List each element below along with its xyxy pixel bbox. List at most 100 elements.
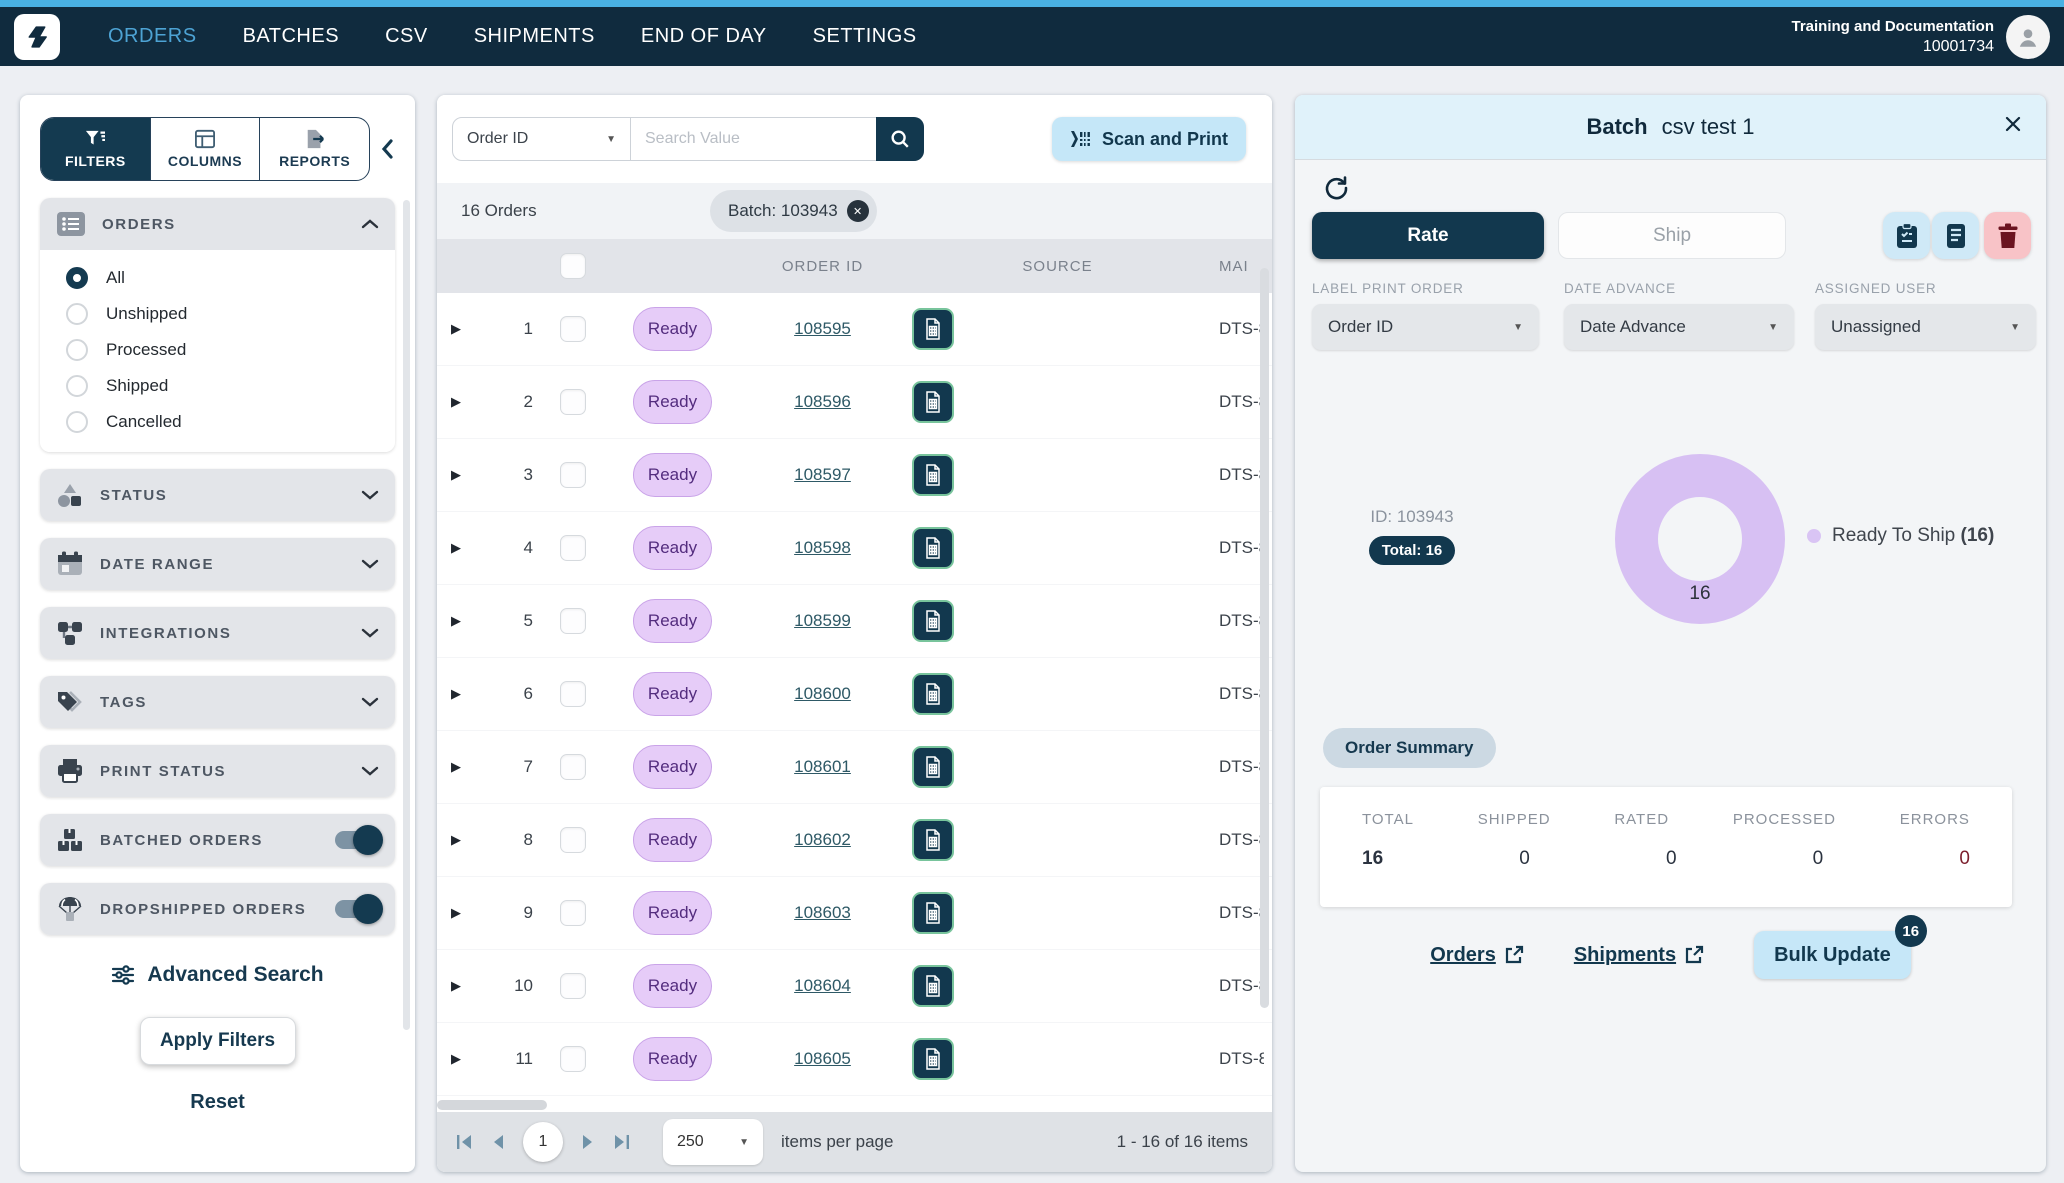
table-vertical-scrollbar[interactable]	[1260, 268, 1269, 1008]
accordion-tags-header[interactable]: TAGS	[40, 676, 395, 728]
expand-row-icon[interactable]: ▶	[451, 978, 461, 993]
expand-row-icon[interactable]: ▶	[451, 686, 461, 701]
search-input[interactable]	[631, 118, 877, 160]
label-print-order-select[interactable]: Order ID ▼	[1312, 304, 1539, 350]
row-checkbox[interactable]	[559, 462, 586, 488]
expand-row-icon[interactable]: ▶	[451, 321, 461, 336]
next-page-icon[interactable]	[581, 1133, 595, 1151]
radio-unshipped-control[interactable]	[66, 303, 88, 325]
order-id-link[interactable]: 108598	[794, 538, 851, 557]
search-button[interactable]	[876, 117, 924, 161]
invoice-document-icon[interactable]	[911, 1038, 954, 1080]
accordion-integrations-header[interactable]: INTEGRATIONS	[40, 607, 395, 659]
order-id-link[interactable]: 108595	[794, 319, 851, 338]
row-checkbox[interactable]	[559, 389, 586, 415]
nav-batches[interactable]: BATCHES	[242, 25, 340, 47]
app-logo[interactable]	[14, 13, 60, 60]
expand-row-icon[interactable]: ▶	[451, 394, 461, 409]
order-id-link[interactable]: 108599	[794, 611, 851, 630]
expand-row-icon[interactable]: ▶	[451, 540, 461, 555]
invoice-document-icon[interactable]	[911, 819, 954, 861]
nav-csv[interactable]: CSV	[385, 25, 428, 47]
order-id-link[interactable]: 108603	[794, 903, 851, 922]
expand-row-icon[interactable]: ▶	[451, 832, 461, 847]
select-all-checkbox[interactable]	[559, 253, 586, 279]
expand-row-icon[interactable]: ▶	[451, 905, 461, 920]
refresh-icon[interactable]	[1323, 175, 1349, 201]
user-avatar[interactable]	[2006, 14, 2050, 59]
tab-columns[interactable]: COLUMNS	[149, 118, 260, 180]
apply-filters-button[interactable]: Apply Filters	[139, 1017, 296, 1065]
delete-batch-button[interactable]	[1984, 212, 2031, 259]
invoice-document-icon[interactable]	[911, 454, 954, 496]
expand-row-icon[interactable]: ▶	[451, 1051, 461, 1066]
advanced-search-link[interactable]: Advanced Search	[40, 963, 395, 987]
row-checkbox[interactable]	[559, 535, 586, 561]
batched-orders-toggle[interactable]	[335, 825, 383, 855]
order-id-link[interactable]: 108600	[794, 684, 851, 703]
reset-link[interactable]: Reset	[190, 1091, 245, 1113]
sidebar-scrollbar[interactable]	[403, 200, 410, 1030]
invoice-document-icon[interactable]	[911, 746, 954, 788]
row-checkbox[interactable]	[559, 608, 586, 634]
nav-end-of-day[interactable]: END OF DAY	[640, 25, 767, 47]
expand-row-icon[interactable]: ▶	[451, 613, 461, 628]
table-horizontal-scrollbar[interactable]	[437, 1098, 1272, 1112]
accordion-print-status-header[interactable]: PRINT STATUS	[40, 745, 395, 797]
invoice-document-icon[interactable]	[911, 600, 954, 642]
order-id-link[interactable]: 108604	[794, 976, 851, 995]
radio-cancelled-control[interactable]	[66, 411, 88, 433]
remove-chip-icon[interactable]: ✕	[846, 200, 869, 222]
order-id-link[interactable]: 108596	[794, 392, 851, 411]
date-advance-select[interactable]: Date Advance ▼	[1564, 304, 1794, 350]
order-id-link[interactable]: 108602	[794, 830, 851, 849]
tab-filters[interactable]: FILTERS	[41, 118, 150, 180]
order-id-link[interactable]: 108597	[794, 465, 851, 484]
nav-settings[interactable]: SETTINGS	[812, 25, 917, 47]
search-field-select[interactable]: Order ID ▼	[453, 118, 631, 160]
accordion-orders-header[interactable]: ORDERS	[40, 198, 395, 250]
invoice-document-icon[interactable]	[911, 381, 954, 423]
radio-all[interactable]: All	[40, 260, 395, 296]
pick-list-button[interactable]	[1883, 212, 1930, 259]
ship-tab-button[interactable]: Ship	[1558, 212, 1786, 259]
sidebar-collapse-icon[interactable]	[379, 137, 395, 161]
row-checkbox[interactable]	[559, 754, 586, 780]
tab-reports[interactable]: REPORTS	[259, 118, 369, 180]
header-source[interactable]: SOURCE	[1022, 257, 1093, 275]
row-checkbox[interactable]	[559, 827, 586, 853]
row-checkbox[interactable]	[559, 973, 586, 999]
close-icon[interactable]	[2004, 115, 2022, 133]
order-id-link[interactable]: 108605	[794, 1049, 851, 1068]
previous-page-icon[interactable]	[491, 1133, 505, 1151]
page-size-select[interactable]: 250 ▼	[663, 1119, 763, 1165]
invoice-document-icon[interactable]	[911, 308, 954, 350]
invoice-document-icon[interactable]	[911, 673, 954, 715]
radio-shipped-control[interactable]	[66, 375, 88, 397]
nav-shipments[interactable]: SHIPMENTS	[473, 25, 595, 47]
bulk-update-button[interactable]: Bulk Update 16	[1754, 915, 1927, 979]
radio-all-control[interactable]	[66, 267, 88, 289]
expand-row-icon[interactable]: ▶	[451, 759, 461, 774]
nav-orders[interactable]: ORDERS	[108, 25, 197, 47]
radio-processed[interactable]: Processed	[40, 332, 395, 368]
radio-processed-control[interactable]	[66, 339, 88, 361]
invoice-document-icon[interactable]	[911, 892, 954, 934]
scan-and-print-button[interactable]: Scan and Print	[1051, 117, 1246, 161]
invoice-document-icon[interactable]	[911, 527, 954, 569]
last-page-icon[interactable]	[613, 1133, 631, 1151]
radio-cancelled[interactable]: Cancelled	[40, 404, 395, 440]
current-page-button[interactable]: 1	[523, 1122, 563, 1162]
row-checkbox[interactable]	[559, 681, 586, 707]
header-mail[interactable]: MAI	[1219, 257, 1249, 275]
radio-shipped[interactable]: Shipped	[40, 368, 395, 404]
accordion-status-header[interactable]: STATUS	[40, 469, 395, 521]
order-id-link[interactable]: 108601	[794, 757, 851, 776]
expand-row-icon[interactable]: ▶	[451, 467, 461, 482]
assigned-user-select[interactable]: Unassigned ▼	[1815, 304, 2036, 350]
row-checkbox[interactable]	[559, 900, 586, 926]
accordion-date-range-header[interactable]: DATE RANGE	[40, 538, 395, 590]
header-order-id[interactable]: ORDER ID	[781, 257, 864, 275]
dropshipped-orders-toggle[interactable]	[335, 894, 383, 924]
row-checkbox[interactable]	[559, 316, 586, 342]
